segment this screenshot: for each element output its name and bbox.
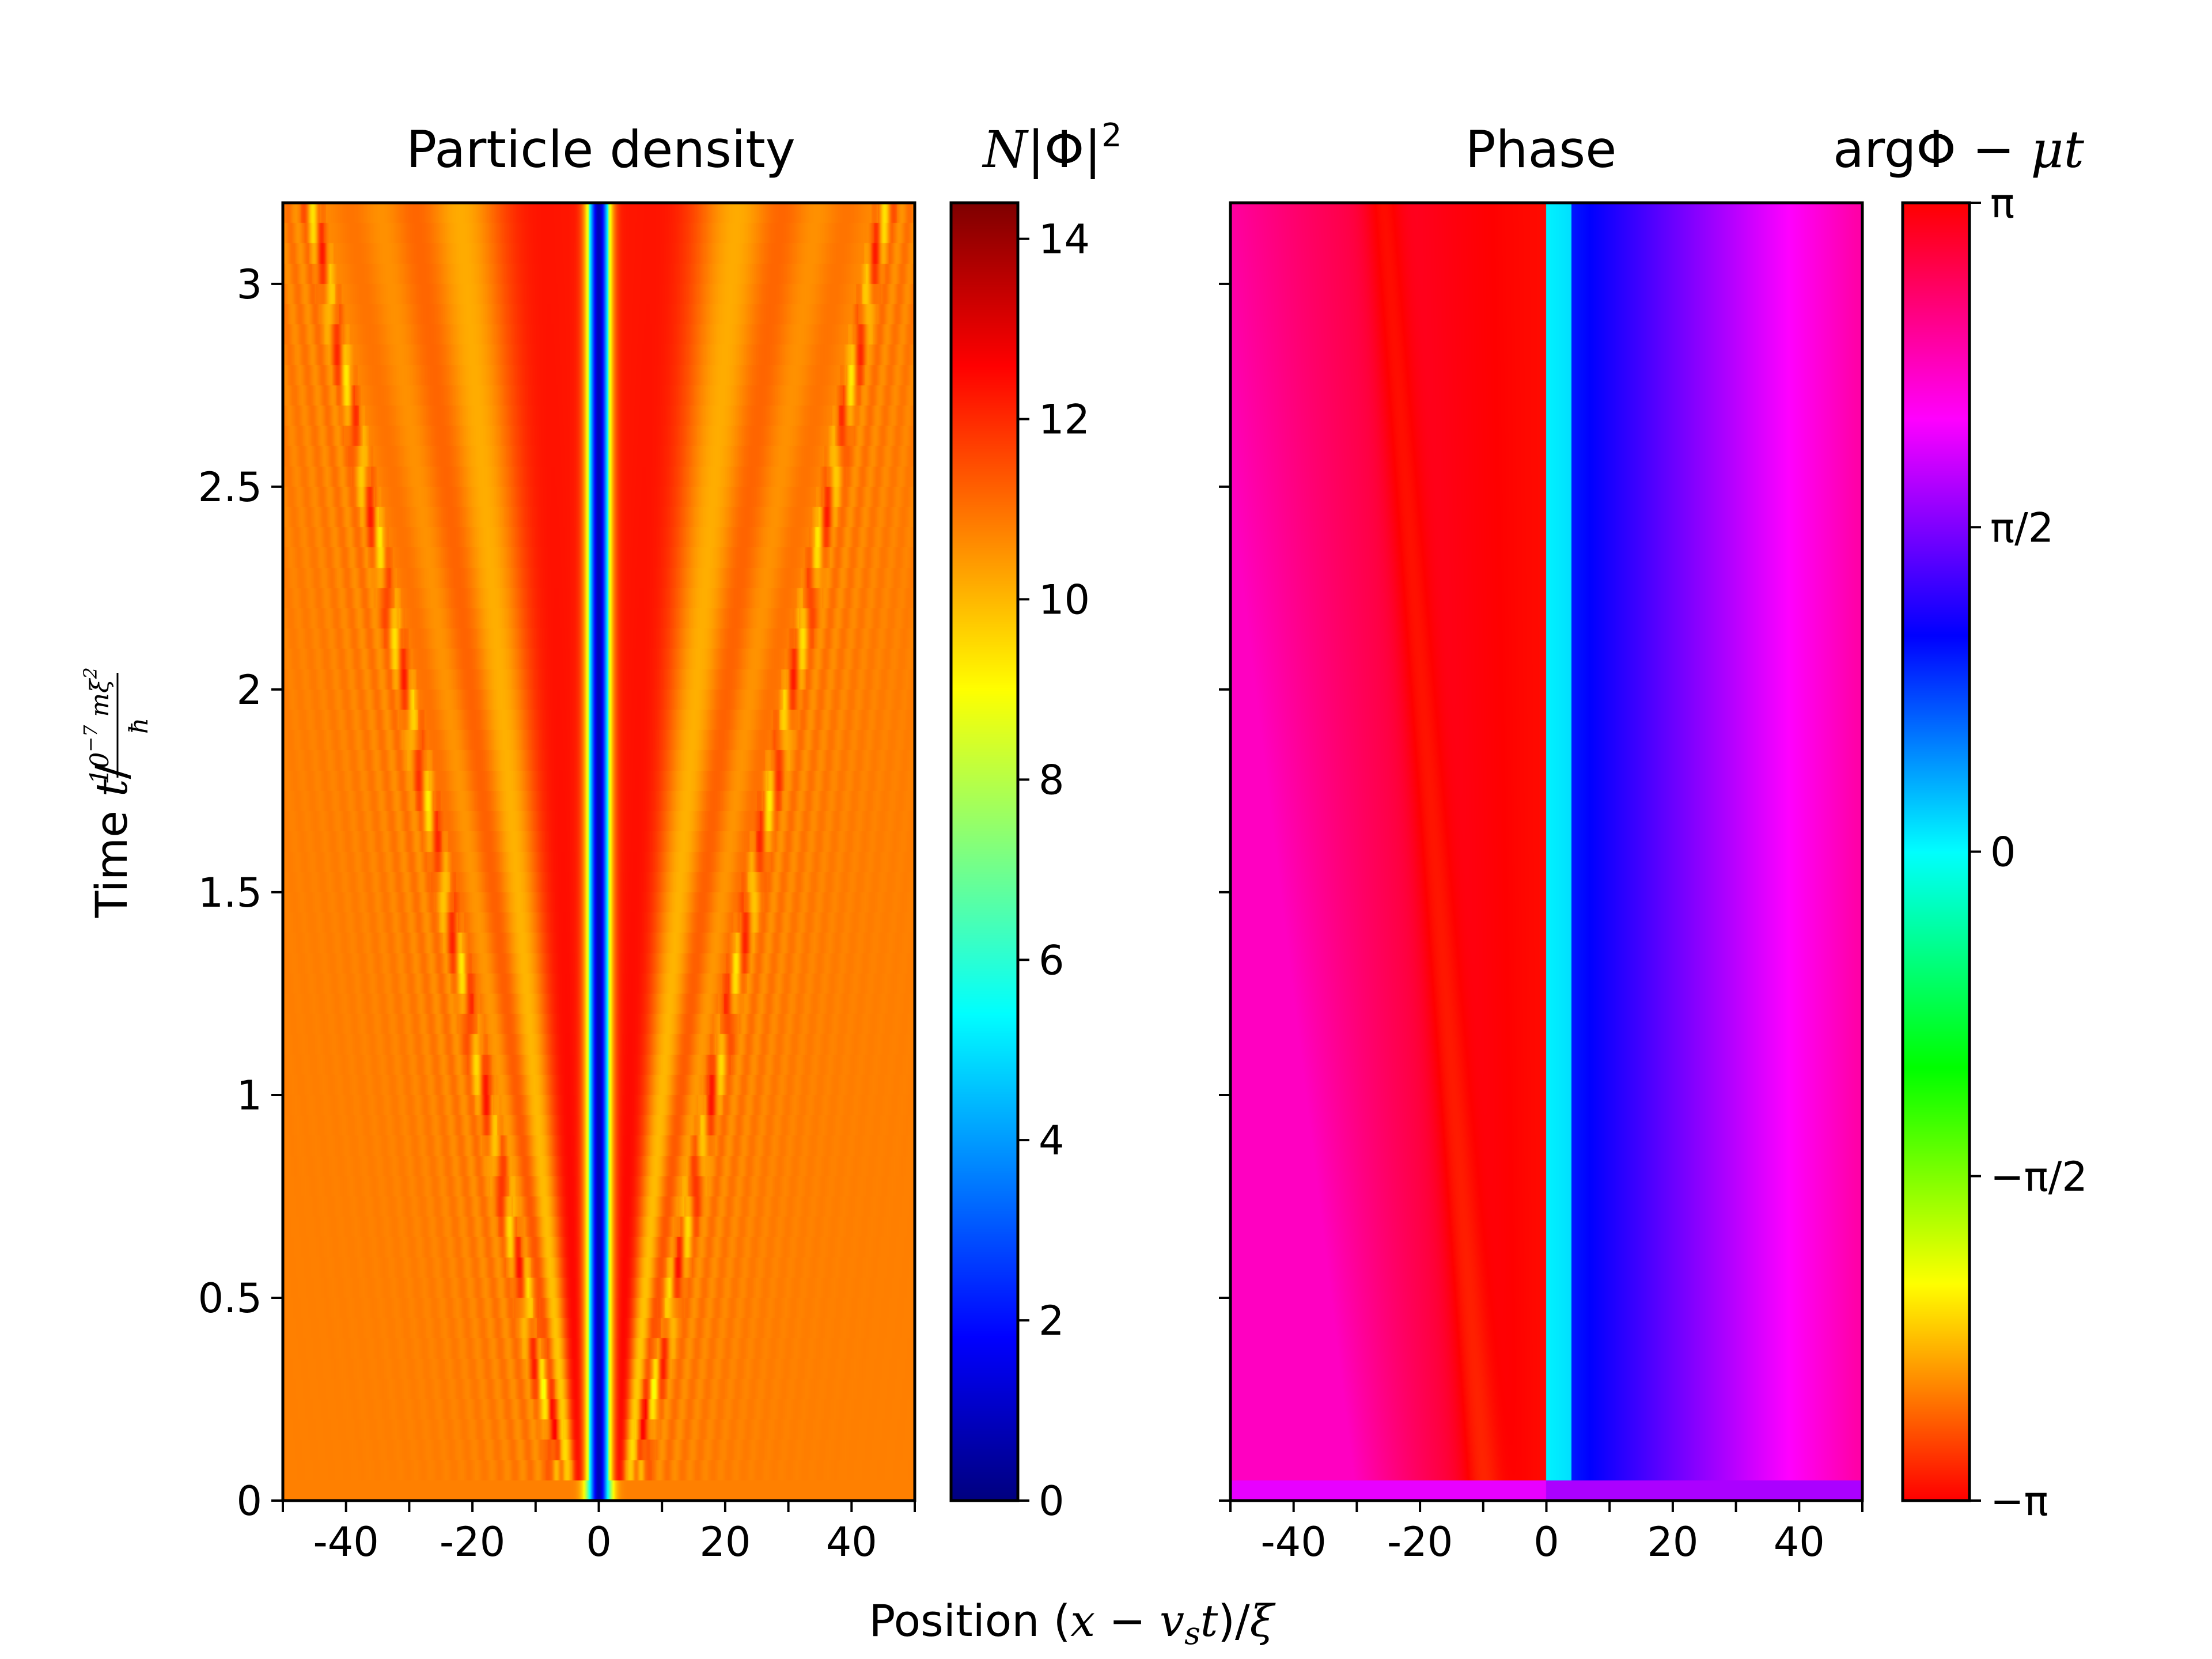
density-heatmap — [283, 203, 915, 1501]
density-colorbar-tick-label: 4 — [1039, 1117, 1065, 1164]
density-y-tick-label: 3 — [236, 261, 262, 308]
phase-x-tick-label: 40 — [1774, 1518, 1825, 1566]
density-x-tick-label: -20 — [440, 1518, 505, 1566]
phase-x-tick-label: 20 — [1647, 1518, 1698, 1566]
phase-colorbar-label: argΦ − μt — [1833, 120, 2085, 179]
density-x-tick-label: 40 — [826, 1518, 877, 1566]
density-y-axis: 0 0.5 1 1.5 2 2.5 3 — [198, 261, 283, 1525]
density-colorbar-tick-label: 14 — [1039, 216, 1090, 263]
phase-x-tick-label: -20 — [1387, 1518, 1453, 1566]
phase-heatmap-container — [1230, 203, 1862, 1501]
y-axis-label: Time t/ 10−7 mξ2 ħ — [79, 667, 154, 918]
svg-text:ħ: ħ — [124, 718, 154, 734]
phase-heatmap — [1230, 203, 1862, 1501]
density-colorbar-tick-label: 0 — [1039, 1478, 1065, 1525]
phase-colorbar-tick-label: π — [1990, 180, 2014, 227]
phase-x-tick-label: 0 — [1533, 1518, 1559, 1566]
density-colorbar-frame — [949, 201, 1020, 1502]
phase-colorbar-tick-label: π/2 — [1990, 504, 2054, 551]
density-y-tick-label: 1.5 — [198, 869, 262, 916]
density-y-tick-label: 2.5 — [198, 464, 262, 511]
density-colorbar-label: N|Φ|2 — [982, 117, 1122, 180]
density-heatmap-container — [283, 203, 915, 1501]
phase-panel: Phase -40 -20 0 20 40 — [1219, 120, 1864, 1566]
phase-x-axis: -40 -20 0 20 40 — [1229, 1501, 1863, 1566]
density-colorbar: N|Φ|2 0 2 4 6 8 10 12 14 — [949, 117, 1122, 1525]
phase-colorbar-gradient — [1903, 203, 1969, 1501]
phase-colorbar-tick-label: −π/2 — [1990, 1153, 2088, 1200]
phase-colorbar-tick-label: 0 — [1990, 829, 2016, 876]
density-colorbar-tick-label: 2 — [1039, 1297, 1065, 1344]
phase-colorbar-tick-label: −π — [1990, 1478, 2048, 1525]
density-colorbar-gradient — [951, 203, 1018, 1501]
density-panel: Particle density -40 -20 0 20 40 0 0.5 1 1.5 2 2.… — [198, 120, 916, 1566]
svg-text:10−7 mξ2: 10−7 mξ2 — [79, 667, 115, 784]
density-x-axis: -40 -20 0 20 40 — [282, 1501, 916, 1566]
density-x-tick-label: 20 — [699, 1518, 751, 1566]
phase-title: Phase — [1465, 120, 1617, 179]
density-x-tick-label: -40 — [313, 1518, 379, 1566]
density-title: Particle density — [406, 120, 796, 179]
density-colorbar-tick-label: 8 — [1039, 756, 1065, 804]
density-y-tick-label: 2 — [236, 666, 262, 714]
density-y-tick-label: 0 — [236, 1478, 262, 1525]
density-colorbar-tick-label: 6 — [1039, 937, 1065, 984]
phase-colorbar: argΦ − μt −π −π/2 0 π/2 π — [1833, 120, 2088, 1525]
density-colorbar-tick-label: 12 — [1039, 396, 1090, 444]
density-colorbar-gradient-container — [951, 203, 1018, 1501]
phase-colorbar-gradient-container — [1903, 203, 1969, 1501]
svg-text:Time t/: Time t/ — [86, 764, 137, 918]
x-axis-label: Position (x − vst)/ξ — [869, 1595, 1276, 1652]
density-x-tick-label: 0 — [586, 1518, 612, 1566]
phase-y-axis — [1219, 282, 1230, 1502]
density-colorbar-ticks: 0 2 4 6 8 10 12 14 — [1018, 216, 1090, 1525]
phase-colorbar-ticks: −π −π/2 0 π/2 π — [1969, 180, 2088, 1525]
phase-x-tick-label: -40 — [1261, 1518, 1327, 1566]
density-y-tick-label: 1 — [236, 1072, 262, 1119]
density-y-tick-label: 0.5 — [198, 1275, 262, 1322]
density-colorbar-tick-label: 10 — [1039, 576, 1090, 623]
